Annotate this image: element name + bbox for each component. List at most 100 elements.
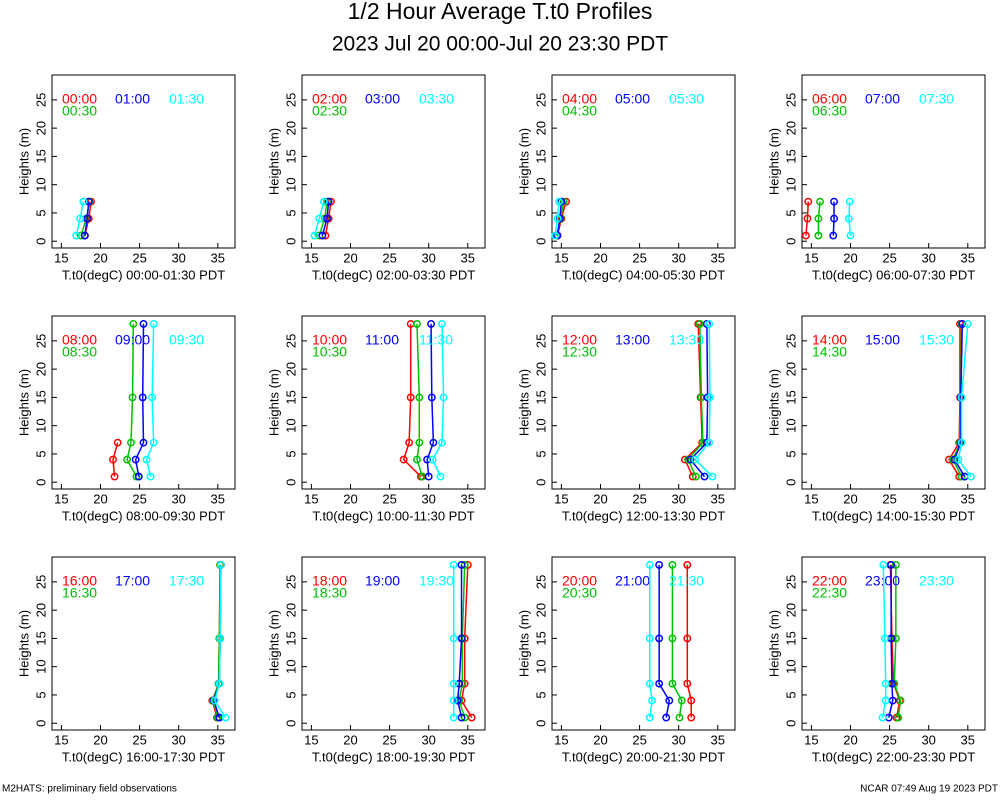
x-tick-label: 25 [882,250,896,265]
legend-label: 21:00 [615,573,650,589]
x-tick-label: 15 [804,250,818,265]
y-tick-label: 20 [283,121,298,135]
x-tick-label: 30 [671,491,685,506]
profile-point [76,231,85,240]
profile-point [429,438,438,447]
x-tick-label: 30 [671,732,685,747]
legend-label: 18:00 [312,573,347,589]
profile-point [708,472,717,481]
y-tick-label: 25 [33,93,48,107]
profile-point [449,560,458,569]
y-axis-label: Heights (m) [16,128,31,195]
profile-point [703,393,712,402]
profile-point [146,472,155,481]
profile-point [668,634,677,643]
x-tick-label: 25 [882,491,896,506]
legend-label: 17:00 [115,573,150,589]
profile-point [113,438,122,447]
x-tick-label: 25 [132,491,146,506]
legend-label: 03:30 [419,91,454,107]
legend-label: 23:30 [919,573,954,589]
x-tick-label: 25 [632,250,646,265]
profile-point [881,679,890,688]
legend-label: 05:00 [615,91,650,107]
x-tick-label: 30 [421,732,435,747]
profile-line [321,201,330,236]
y-tick-label: 10 [33,418,48,432]
x-axis-label: T.t0(degC) 06:00-07:30 PDT [812,267,975,282]
profile-point [887,560,896,569]
y-tick-label: 5 [783,691,798,698]
profile-point [413,319,421,328]
x-tick-label: 20 [593,732,607,747]
x-tick-label: 35 [211,732,225,747]
x-tick-label: 30 [671,250,685,265]
legend-label: 16:30 [62,585,97,601]
y-tick-label: 5 [283,209,298,216]
plot-frame [801,315,986,490]
plot-frame [301,556,486,731]
x-tick-label: 35 [211,250,225,265]
x-tick-label: 25 [382,491,396,506]
profile-point [655,679,664,688]
legend-label: 07:30 [919,91,954,107]
profile-point [801,231,810,240]
x-tick-label: 15 [804,491,818,506]
x-tick-label: 20 [343,491,357,506]
legend-label: 23:00 [865,573,900,589]
profile-point [210,696,219,705]
legend-label: 05:30 [669,91,704,107]
profile-point [645,713,654,722]
y-tick-label: 25 [783,93,798,107]
profile-line [134,323,145,477]
profile-point [457,713,466,722]
profile-point [436,472,445,481]
legend-label: 06:00 [812,91,847,107]
profile-point [149,438,158,447]
profile-point [438,438,446,447]
profile-point [816,197,824,206]
y-tick-label: 0 [283,720,298,727]
profile-point [318,231,327,240]
y-tick-label: 5 [33,209,48,216]
profile-point [655,634,664,643]
legend-label: 06:30 [812,103,847,119]
x-tick-label: 35 [961,250,975,265]
profile-line [416,323,424,477]
profile-line [112,442,119,477]
y-axis-label: Heights (m) [266,369,281,436]
profile-point [72,231,81,240]
y-tick-label: 15 [533,390,548,404]
y-tick-label: 15 [33,390,48,404]
y-tick-label: 0 [283,479,298,486]
profile-line [556,201,563,236]
x-axis-label: T.t0(degC) 10:00-11:30 PDT [312,508,474,523]
x-tick-label: 20 [343,250,357,265]
x-tick-label: 15 [304,732,318,747]
y-tick-label: 0 [783,479,798,486]
y-tick-label: 10 [33,659,48,673]
profile-point [846,231,855,240]
profile-point [677,696,686,705]
profile-point [216,634,225,643]
legend-label: 10:00 [312,332,347,348]
plot-frame [551,556,736,731]
profile-point [460,679,469,688]
legend-label: 07:00 [865,91,900,107]
y-tick-label: 5 [533,450,548,457]
y-tick-label: 15 [33,631,48,645]
y-tick-label: 0 [783,720,798,727]
profile-point [844,214,853,223]
profile-point [455,679,464,688]
profile-point [423,455,432,464]
x-tick-label: 25 [382,250,396,265]
legend-label: 10:30 [312,344,347,360]
y-tick-label: 25 [783,575,798,589]
profile-point [665,696,674,705]
y-tick-label: 20 [533,603,548,617]
y-tick-label: 20 [33,121,48,135]
profile-point [319,197,328,206]
y-axis-label: Heights (m) [516,610,531,677]
profile-line [694,323,713,478]
x-axis-label: T.t0(degC) 22:00-23:30 PDT [812,749,975,764]
